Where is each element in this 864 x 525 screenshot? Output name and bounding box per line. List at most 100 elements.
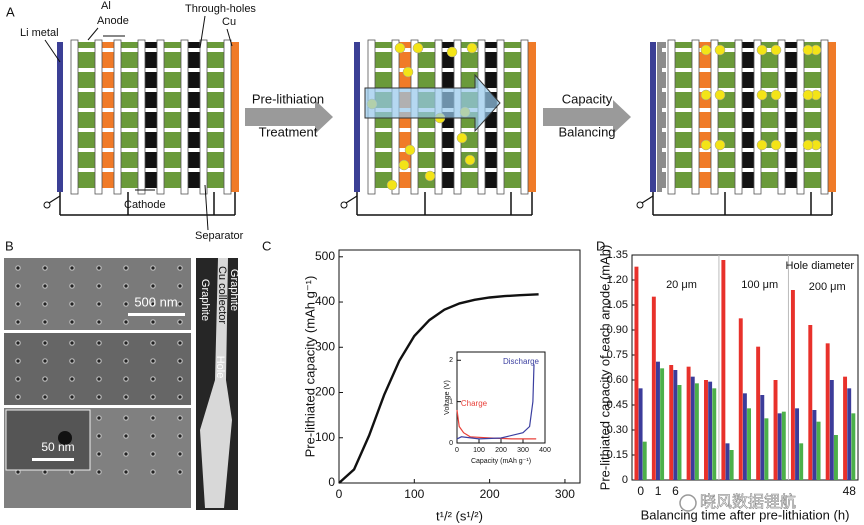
x-axis-title: t¹/² (s¹/²) xyxy=(436,508,483,523)
lithium-dot xyxy=(412,42,424,54)
shape xyxy=(32,458,74,461)
bar xyxy=(781,411,786,480)
bar xyxy=(777,413,782,480)
label: 500 nm xyxy=(134,294,177,309)
panel-label: A xyxy=(6,4,15,19)
shape xyxy=(69,128,231,132)
bar xyxy=(669,365,674,480)
lithium-dot xyxy=(770,44,782,56)
bar xyxy=(729,450,734,480)
pore xyxy=(96,340,102,346)
x-tick-label: 6 xyxy=(672,484,679,498)
x-tick-label: 0 xyxy=(336,487,343,501)
shape xyxy=(69,168,231,172)
pore xyxy=(15,283,21,289)
bar xyxy=(851,413,856,480)
label: Li metal xyxy=(20,27,59,39)
bar xyxy=(756,346,761,480)
pore xyxy=(123,340,129,346)
y-tick-label: 0.45 xyxy=(607,399,628,411)
pore xyxy=(96,265,102,271)
shape xyxy=(662,148,828,152)
pore xyxy=(177,301,183,307)
bar xyxy=(634,266,639,480)
pore xyxy=(177,283,183,289)
bar xyxy=(773,380,778,480)
group-label: 20 μm xyxy=(666,279,697,291)
pore xyxy=(42,283,48,289)
label: Balancing xyxy=(558,124,615,139)
label: Separator xyxy=(195,230,244,242)
line xyxy=(338,293,539,484)
bar xyxy=(656,361,660,480)
shape xyxy=(128,313,185,316)
bar xyxy=(764,418,769,480)
line xyxy=(456,364,535,440)
shape xyxy=(366,128,528,132)
lithium-dot xyxy=(700,44,712,56)
x-axis-title: Capacity (mAh g⁻¹) xyxy=(471,458,531,465)
pore xyxy=(177,319,183,325)
shape xyxy=(796,39,805,195)
bar xyxy=(847,388,852,480)
x-tick-label: 100 xyxy=(473,447,485,454)
lithium-dot xyxy=(464,154,476,166)
lithium-dot xyxy=(700,89,712,101)
lithium-dot xyxy=(398,159,410,171)
shape xyxy=(199,39,208,195)
pore xyxy=(150,451,156,457)
shape xyxy=(718,42,735,192)
shape xyxy=(164,42,181,192)
bar xyxy=(725,443,730,480)
bar xyxy=(694,383,699,480)
panel-label: C xyxy=(262,238,271,253)
shape xyxy=(828,42,836,192)
shape xyxy=(94,39,103,195)
pore xyxy=(15,394,21,400)
y-tick-label: 1.35 xyxy=(607,249,628,261)
shape xyxy=(528,42,536,192)
pore xyxy=(69,394,75,400)
legend-label: Charge xyxy=(461,399,488,408)
bar xyxy=(712,388,717,480)
bar xyxy=(747,408,752,480)
lithium-dot xyxy=(714,139,726,151)
lithium-dot xyxy=(756,139,768,151)
bar xyxy=(816,421,821,480)
process-arrow xyxy=(245,100,333,134)
annotation: Hole diameter xyxy=(786,260,855,272)
y-tick-label: 1.20 xyxy=(607,274,628,286)
shape xyxy=(753,39,762,195)
y-axis-title: Pre-lithiated capacity (mAh g⁻¹) xyxy=(302,276,317,458)
pore xyxy=(150,433,156,439)
connector xyxy=(226,28,233,47)
switch xyxy=(43,201,51,209)
shape xyxy=(102,42,114,192)
shape xyxy=(69,48,231,52)
label: 50 nm xyxy=(41,440,74,454)
shape xyxy=(662,88,828,92)
shape xyxy=(145,42,157,192)
lithium-dot xyxy=(404,144,416,156)
panel-label: D xyxy=(596,238,605,253)
lithium-dot xyxy=(446,46,458,58)
bar xyxy=(812,410,817,480)
pore xyxy=(177,415,183,421)
label: Anode xyxy=(97,15,129,27)
watermark-icon xyxy=(679,494,697,512)
shape xyxy=(820,39,829,195)
bar xyxy=(760,395,765,480)
bar xyxy=(651,296,656,480)
pore xyxy=(96,358,102,364)
connector xyxy=(204,184,209,231)
pore xyxy=(150,376,156,382)
pore xyxy=(96,433,102,439)
watermark: 晓风数据锂航 xyxy=(700,493,796,511)
x-tick-label: 400 xyxy=(539,447,551,454)
connector xyxy=(48,195,61,204)
bar xyxy=(721,260,726,480)
shape xyxy=(761,42,778,192)
shape xyxy=(650,42,656,192)
y-tick-label: 0.30 xyxy=(607,424,628,436)
